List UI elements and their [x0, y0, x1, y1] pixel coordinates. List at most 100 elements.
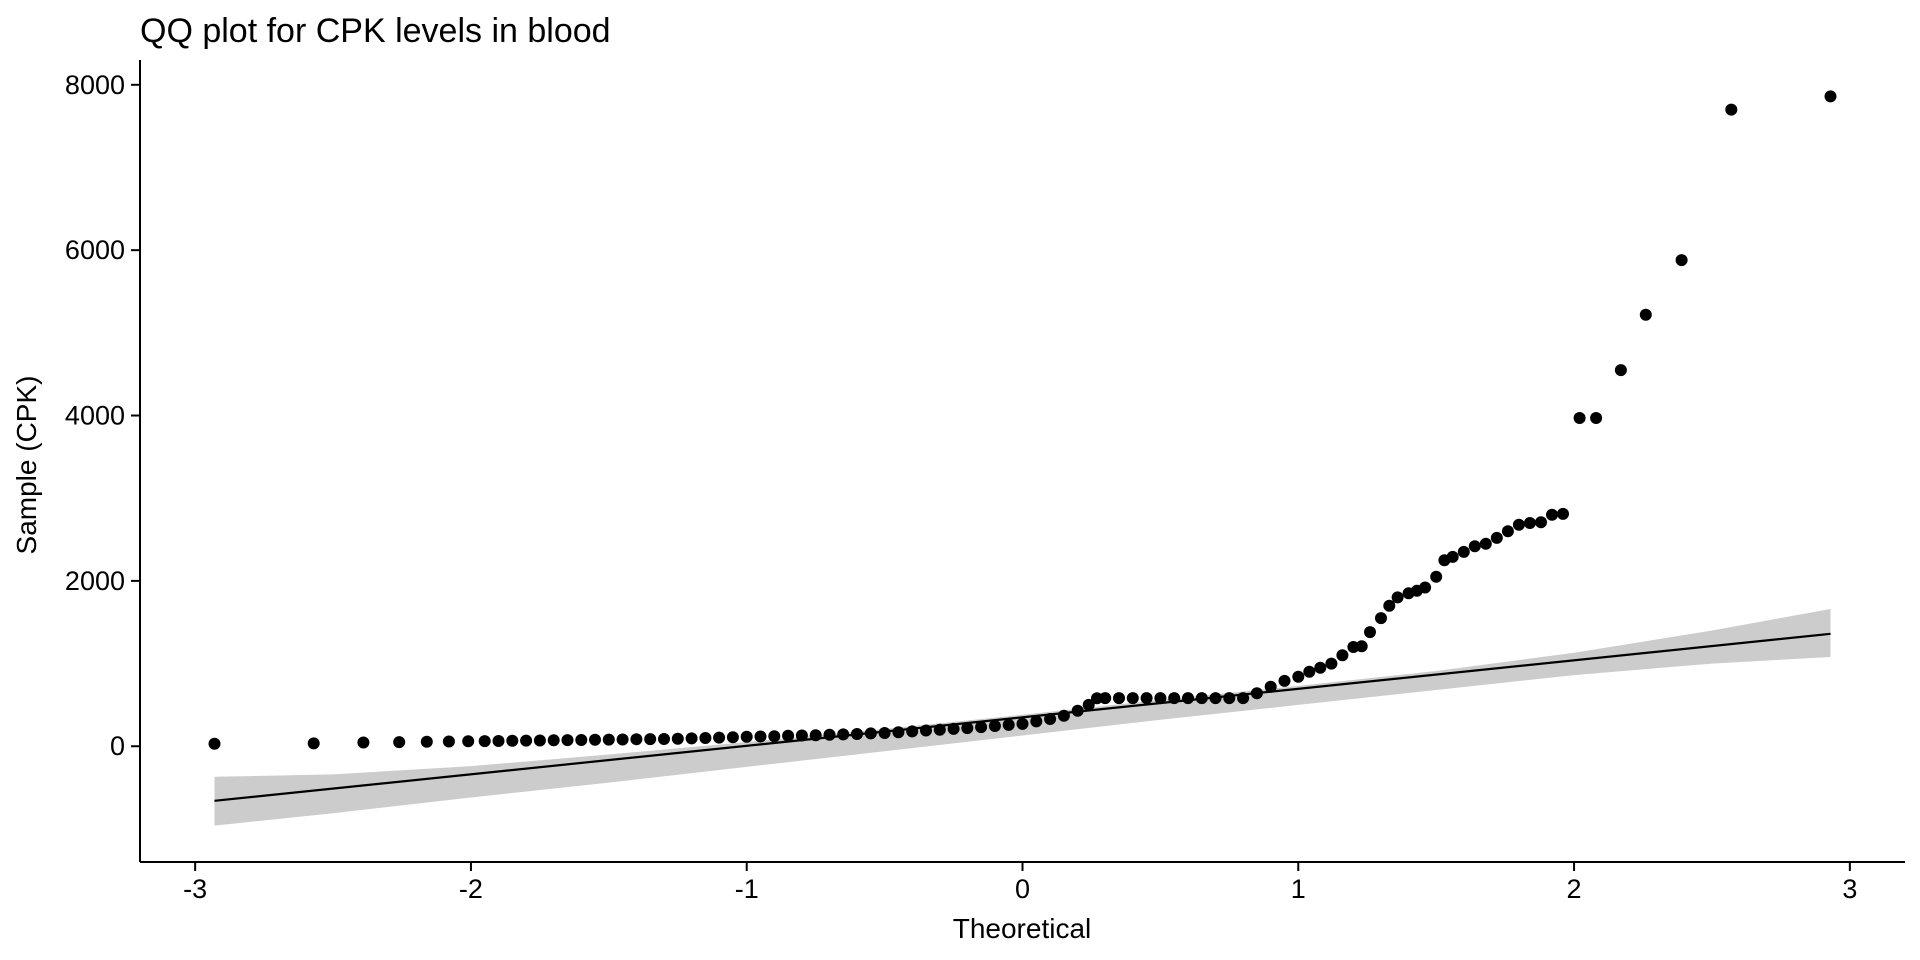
data-point — [533, 734, 546, 747]
data-point — [906, 725, 919, 738]
data-point — [975, 721, 988, 734]
data-point — [671, 732, 684, 745]
data-point — [1725, 103, 1738, 116]
chart-title: QQ plot for CPK levels in blood — [140, 12, 611, 50]
data-point — [1209, 692, 1222, 705]
x-tick-label: -3 — [183, 874, 207, 904]
data-point — [420, 735, 433, 748]
data-point — [492, 735, 505, 747]
x-tick-label: 2 — [1567, 874, 1582, 904]
x-tick-label: 0 — [1015, 874, 1030, 904]
x-axis-label: Theoretical — [953, 913, 1092, 944]
data-point — [1292, 670, 1305, 683]
x-tick-label: 3 — [1842, 874, 1857, 904]
data-point — [699, 732, 712, 744]
data-point — [1140, 692, 1153, 705]
data-point — [1419, 581, 1432, 594]
data-point — [575, 734, 588, 746]
data-point — [1675, 254, 1688, 267]
data-point — [1375, 612, 1387, 625]
y-tick-label: 0 — [110, 731, 125, 761]
data-point — [1557, 507, 1569, 520]
y-tick-label: 8000 — [65, 70, 125, 100]
data-point — [506, 734, 519, 747]
data-point — [685, 732, 698, 745]
data-point — [1325, 657, 1338, 670]
data-point — [1355, 640, 1368, 653]
data-point — [1446, 550, 1459, 563]
data-point — [644, 733, 657, 746]
data-point — [616, 733, 629, 746]
data-point — [1099, 692, 1112, 705]
data-point — [961, 722, 974, 735]
data-point — [1535, 516, 1547, 529]
data-point — [307, 737, 320, 750]
data-point — [782, 729, 795, 742]
data-point — [1113, 692, 1125, 705]
data-point — [1082, 698, 1095, 711]
data-point — [602, 733, 615, 746]
data-point — [1479, 537, 1492, 550]
data-point — [589, 733, 601, 746]
data-point — [630, 733, 643, 746]
data-point — [809, 729, 822, 742]
data-point — [1237, 692, 1250, 705]
data-point — [1278, 674, 1291, 687]
y-tick-label: 4000 — [65, 401, 125, 431]
data-point — [1457, 545, 1470, 558]
data-point — [1154, 692, 1167, 705]
data-point — [1430, 570, 1443, 583]
y-axis-ticks: 0 2000 4000 6000 8000 — [65, 70, 140, 761]
data-point — [1264, 680, 1277, 693]
data-point — [1126, 692, 1139, 705]
data-point — [1071, 704, 1084, 717]
data-point — [754, 730, 767, 743]
data-points-layer — [208, 90, 1837, 750]
reference-line — [214, 632, 1831, 802]
data-point — [1468, 540, 1481, 553]
data-point — [1336, 649, 1349, 662]
data-point — [1639, 308, 1652, 321]
data-point — [393, 736, 406, 749]
x-tick-label: -1 — [735, 874, 759, 904]
data-point — [726, 731, 739, 744]
data-point — [561, 734, 574, 747]
data-point — [837, 728, 850, 741]
data-point — [933, 723, 946, 736]
x-axis-ticks: -3 -2 -1 0 1 2 3 — [183, 862, 1857, 904]
data-point — [357, 736, 370, 749]
data-point — [658, 733, 670, 745]
data-point — [795, 729, 808, 742]
data-point — [1512, 518, 1525, 531]
x-tick-label: -2 — [459, 874, 483, 904]
data-point — [1002, 718, 1015, 731]
data-point — [713, 731, 726, 744]
data-point — [520, 734, 533, 747]
data-point — [442, 735, 455, 748]
data-point — [878, 727, 891, 739]
data-point — [768, 730, 781, 743]
data-point — [1016, 717, 1029, 730]
data-point — [1057, 709, 1070, 722]
data-point — [1490, 531, 1503, 544]
data-point — [947, 722, 960, 735]
data-point — [1168, 692, 1181, 705]
y-tick-label: 2000 — [65, 566, 125, 596]
data-point — [1573, 412, 1586, 424]
data-point — [851, 728, 863, 740]
data-point — [864, 727, 877, 740]
data-point — [740, 730, 753, 743]
data-point — [462, 735, 475, 748]
data-point — [1250, 687, 1263, 700]
reference-line-layer — [214, 632, 1831, 802]
data-point — [1195, 692, 1208, 705]
data-point — [1223, 692, 1236, 705]
data-point — [1364, 626, 1376, 639]
data-point — [1030, 715, 1043, 728]
data-point — [547, 734, 560, 747]
data-point — [208, 737, 221, 750]
data-point — [478, 735, 491, 748]
data-point — [1391, 591, 1404, 604]
